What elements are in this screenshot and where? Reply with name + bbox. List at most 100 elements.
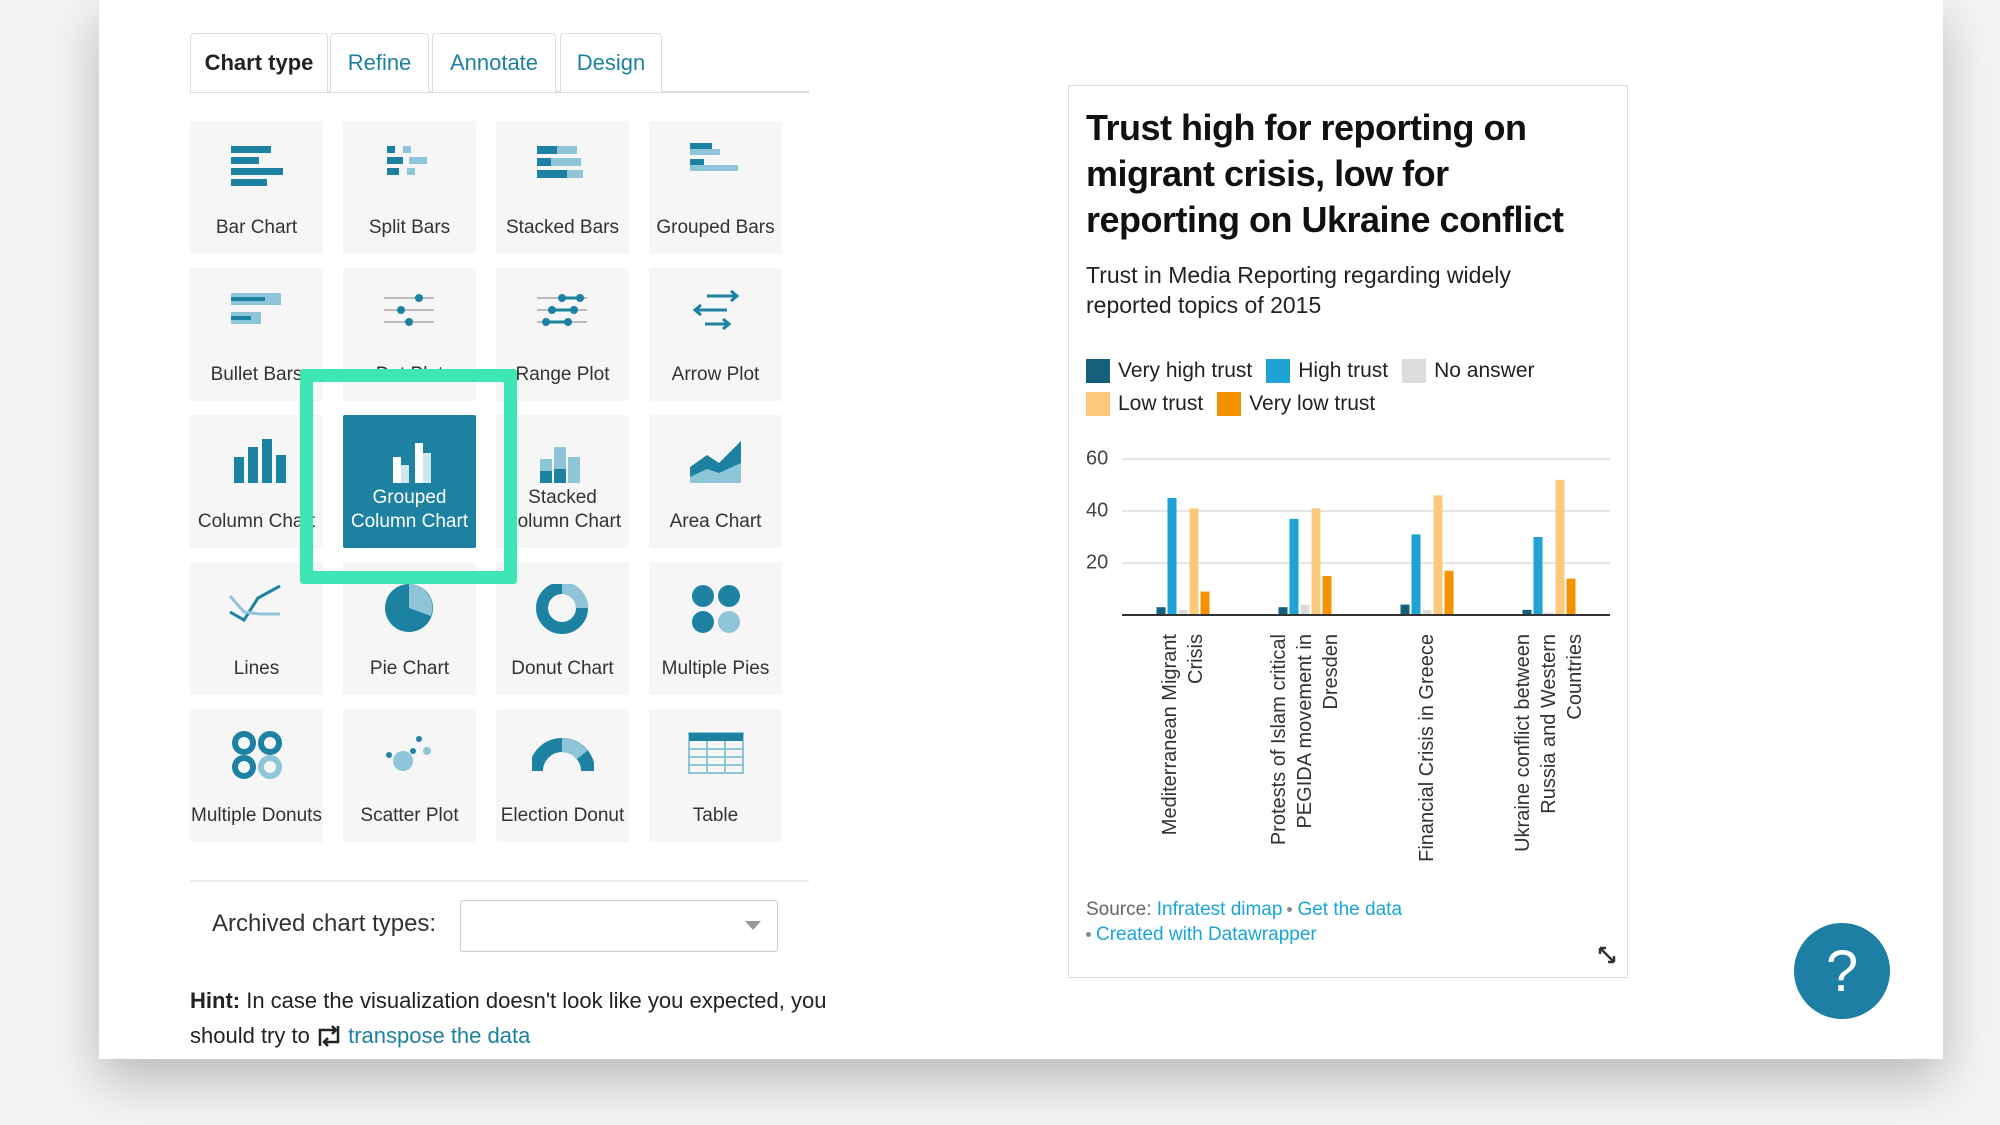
bar	[1189, 508, 1199, 615]
legend-item: Low trust	[1086, 388, 1203, 421]
legend-label: Very low trust	[1249, 392, 1376, 415]
legend-swatch	[1266, 358, 1291, 383]
tile-label: Bar Chart	[215, 217, 298, 238]
tab[interactable]: Chart type	[190, 33, 328, 92]
archived-select[interactable]	[460, 900, 778, 952]
tile-label: Election Donut	[500, 805, 625, 826]
bar	[1544, 612, 1554, 615]
chart-type-tile[interactable]: Multiple Pies	[649, 562, 782, 695]
chart-type-tile[interactable]: Election Donut	[496, 709, 629, 842]
tile-label: Scatter Plot	[360, 805, 459, 826]
bar	[1533, 537, 1543, 615]
chart-type-tile[interactable]: Lines	[190, 562, 323, 695]
tab[interactable]: Annotate	[432, 33, 556, 92]
tile-label: Multiple Pies	[661, 658, 770, 679]
tile-label: Table	[692, 805, 739, 826]
tab[interactable]: Refine	[330, 33, 429, 92]
tile-icon	[384, 294, 434, 326]
x-tick-label-box: Protests of Islam critical PEGIDA moveme…	[1265, 634, 1345, 874]
tile-label: Bullet Bars	[210, 364, 303, 385]
legend-label: Very high trust	[1118, 358, 1253, 382]
bar	[1411, 534, 1421, 615]
legend-item: No answer	[1402, 354, 1535, 387]
credit-link[interactable]: Created with Datawrapper	[1096, 924, 1317, 945]
tile-icon	[228, 584, 281, 623]
chart-type-tile[interactable]: Table	[649, 709, 782, 842]
bar	[1178, 609, 1188, 615]
chart-type-tile[interactable]: Split Bars	[343, 121, 476, 254]
chart-type-tile[interactable]: Stacked Bars	[496, 121, 629, 254]
chart-type-tile[interactable]: Multiple Donuts	[190, 709, 323, 842]
legend-label: High trust	[1298, 358, 1389, 382]
tile-label: Split Bars	[368, 217, 451, 238]
tile-icon	[231, 293, 281, 324]
bar	[1300, 604, 1310, 615]
tile-icon	[536, 584, 588, 634]
tile-icon	[387, 146, 427, 175]
tile-icon	[231, 146, 283, 186]
y-tick-label: 20	[1086, 551, 1108, 573]
chart-type-tile[interactable]: Pie Chart	[343, 562, 476, 695]
chart-type-tile[interactable]: Grouped Column Chart	[343, 415, 476, 548]
tile-icon	[234, 439, 286, 483]
chart-type-tile[interactable]: Bar Chart	[190, 121, 323, 254]
bar	[1167, 498, 1177, 615]
bar	[1289, 518, 1299, 615]
bar	[1156, 607, 1166, 615]
legend-label: No answer	[1434, 358, 1535, 382]
bar	[1444, 570, 1454, 615]
chart-type-tile[interactable]: Arrow Plot	[649, 268, 782, 401]
tile-label: Column Chart	[197, 511, 316, 532]
tile-label: Stacked Bars	[506, 217, 619, 238]
bar	[1433, 495, 1443, 615]
y-tick-label: 40	[1086, 499, 1108, 521]
bar	[1400, 604, 1410, 615]
tile-icon	[537, 294, 587, 326]
tile-label: Grouped Column Chart	[350, 487, 469, 532]
chart-type-tile[interactable]: Scatter Plot	[343, 709, 476, 842]
bar	[1200, 591, 1210, 615]
chart-type-tile[interactable]: Range Plot	[496, 268, 629, 401]
x-tick-label: Mediterranean Migrant Crisis	[1159, 634, 1207, 836]
source-label: Source:	[1086, 899, 1152, 920]
resize-handle[interactable]	[1598, 946, 1616, 964]
chart-type-tile[interactable]: Donut Chart	[496, 562, 629, 695]
help-button[interactable]: ?	[1794, 923, 1890, 1019]
bar	[1422, 609, 1432, 615]
tile-label: Lines	[233, 658, 280, 679]
bar	[1566, 578, 1576, 615]
highlight-frame	[300, 369, 517, 584]
x-tick-label: Financial Crisis in Greece	[1416, 634, 1438, 862]
tile-label: Area Chart	[669, 511, 762, 532]
legend-item: Very low trust	[1217, 388, 1375, 421]
get-data-link[interactable]: Get the data	[1297, 899, 1403, 920]
tile-icon	[692, 585, 740, 633]
x-tick-label-box: Ukraine conflict between Russia and West…	[1509, 634, 1589, 874]
dropdown-arrow	[745, 921, 761, 930]
chart-footer: Source: Infratest dimap Get the data Crea…	[1086, 897, 1586, 947]
hint: Hint: In case the visualization doesn't …	[190, 983, 830, 1053]
tab[interactable]: Design	[560, 33, 662, 92]
bar	[1322, 576, 1332, 615]
tile-icon	[537, 146, 583, 178]
separator-dot	[1287, 907, 1293, 913]
legend-swatch	[1402, 358, 1427, 383]
chart-title: Trust high for reporting on migrant cris…	[1086, 107, 1564, 240]
tile-icon	[690, 143, 738, 171]
chart-type-tile[interactable]: Grouped Bars	[649, 121, 782, 254]
tile-icon	[690, 441, 741, 483]
archived-label: Archived chart types:	[212, 910, 437, 937]
transpose-link[interactable]: transpose the data	[348, 1023, 531, 1048]
legend-swatch	[1217, 392, 1242, 416]
tile-label: Arrow Plot	[671, 364, 760, 385]
legend-swatch	[1086, 358, 1110, 383]
source-link[interactable]: Infratest dimap	[1156, 899, 1283, 920]
transpose-icon	[318, 1025, 340, 1047]
preview-card	[1068, 85, 1628, 978]
tile-icon	[386, 736, 431, 771]
x-tick-label-box: Mediterranean Migrant Crisis	[1143, 634, 1223, 874]
chart-type-tile[interactable]: Stacked Column Chart	[496, 415, 629, 548]
x-tick-label: Ukraine conflict between Russia and West…	[1512, 634, 1586, 852]
chart-type-tile[interactable]: Area Chart	[649, 415, 782, 548]
